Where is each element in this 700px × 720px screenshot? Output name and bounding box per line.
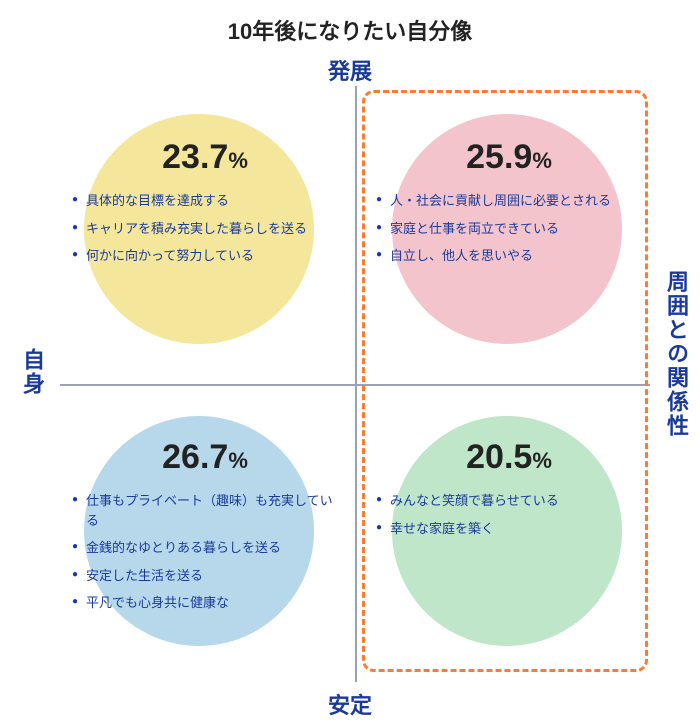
bullet-item: キャリアを積み充実した暮らしを送る [72, 219, 336, 239]
bullet-item: 安定した生活を送る [72, 566, 336, 586]
bullet-item: 幸せな家庭を築く [376, 519, 640, 539]
bullets-tr: 人・社会に貢献し周囲に必要とされる家庭と仕事を両立できている自立し、他人を思いや… [374, 191, 644, 266]
bullet-item: 何かに向かって努力している [72, 246, 336, 266]
quadrant-tl: 23.7% 具体的な目標を達成するキャリアを積み充実した暮らしを送る何かに向かっ… [70, 138, 340, 274]
quadrant-tr: 25.9% 人・社会に貢献し周囲に必要とされる家庭と仕事を両立できている自立し、… [374, 138, 644, 274]
bullet-item: 具体的な目標を達成する [72, 191, 336, 211]
bullets-br: みんなと笑顔で暮らせている幸せな家庭を築く [374, 491, 644, 538]
vertical-axis [355, 86, 357, 682]
pct-unit: % [532, 448, 552, 473]
bullet-item: 平凡でも心身共に健康な [72, 593, 336, 613]
axis-label-left: 自身 [16, 348, 48, 396]
bullets-bl: 仕事もプライベート（趣味）も充実している金銭的なゆとりある暮らしを送る安定した生… [70, 491, 340, 613]
axis-label-right: 周囲との関係性 [660, 270, 692, 438]
pct-tr: 25.9% [374, 138, 644, 177]
pct-bl-value: 26.7 [162, 438, 228, 476]
bullet-item: 仕事もプライベート（趣味）も充実している [72, 491, 336, 530]
chart-title: 10年後になりたい自分像 [0, 14, 700, 46]
pct-unit: % [228, 148, 248, 173]
bullet-item: 自立し、他人を思いやる [376, 246, 640, 266]
pct-bl: 26.7% [70, 438, 340, 477]
pct-br: 20.5% [374, 438, 644, 477]
bullet-item: 人・社会に貢献し周囲に必要とされる [376, 191, 640, 211]
quadrant-br: 20.5% みんなと笑顔で暮らせている幸せな家庭を築く [374, 438, 644, 546]
bullet-item: 金銭的なゆとりある暮らしを送る [72, 538, 336, 558]
bullet-item: 家庭と仕事を両立できている [376, 219, 640, 239]
pct-tl: 23.7% [70, 138, 340, 177]
bullet-item: みんなと笑顔で暮らせている [376, 491, 640, 511]
bullets-tl: 具体的な目標を達成するキャリアを積み充実した暮らしを送る何かに向かって努力してい… [70, 191, 340, 266]
pct-br-value: 20.5 [466, 438, 532, 476]
axis-label-top: 発展 [0, 54, 700, 86]
plot-area: 23.7% 具体的な目標を達成するキャリアを積み充実した暮らしを送る何かに向かっ… [60, 86, 650, 682]
quadrant-bl: 26.7% 仕事もプライベート（趣味）も充実している金銭的なゆとりある暮らしを送… [70, 438, 340, 621]
pct-tl-value: 23.7 [162, 138, 228, 176]
pct-unit: % [228, 448, 248, 473]
pct-unit: % [532, 148, 552, 173]
axis-label-bottom: 安定 [0, 688, 700, 720]
pct-tr-value: 25.9 [466, 138, 532, 176]
